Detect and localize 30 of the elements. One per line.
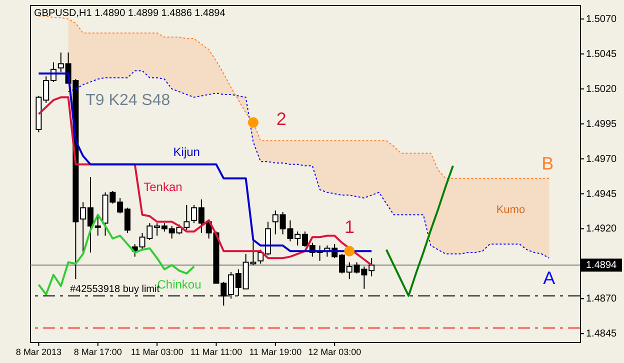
candlestick <box>184 204 190 231</box>
y-tick-label: 1.4945 <box>586 188 618 200</box>
y-tick-label: 1.4870 <box>586 294 618 305</box>
chart-title: GBPUSD,H1 1.4890 1.4899 1.4886 1.4894 <box>34 8 226 19</box>
y-tick-label: 1.4845 <box>586 328 618 340</box>
annotation: 1 <box>344 217 355 237</box>
y-tick-label: 1.5020 <box>586 84 618 95</box>
series-label: B <box>542 153 554 174</box>
series-label: A <box>543 268 556 288</box>
x-tick-label: 11 Mar 03:00 <box>130 347 184 357</box>
x-tick-label: 12 Mar 03:00 <box>308 347 362 357</box>
line-series <box>385 164 454 297</box>
candlestick <box>94 214 101 236</box>
series-label: Kijun <box>173 144 200 159</box>
y-tick-label: 1.4995 <box>586 118 618 130</box>
x-tick-label: 8 Mar 17:00 <box>74 347 122 357</box>
series-label: Tenkan <box>144 180 182 194</box>
x-tick-label: 8 Mar 2013 <box>16 347 62 357</box>
annotation: 2 <box>276 109 286 129</box>
y-tick-label: 1.4920 <box>586 224 618 235</box>
ref-line-label: #42553918 buy limit <box>70 284 160 295</box>
x-tick-label: 11 Mar 11:00 <box>190 347 242 357</box>
y-tick-label: 1.4970 <box>586 154 618 165</box>
y-tick-label: 1.5045 <box>586 48 618 60</box>
annotation: T9 K24 S48 <box>86 92 170 109</box>
y-tick-label: 1.5070 <box>586 14 618 25</box>
candlestick <box>258 249 264 264</box>
annotation: Kumo <box>496 204 526 216</box>
ref-line-label: 1.4894 <box>586 260 618 272</box>
x-tick-label: 11 Mar 19:00 <box>249 347 302 357</box>
